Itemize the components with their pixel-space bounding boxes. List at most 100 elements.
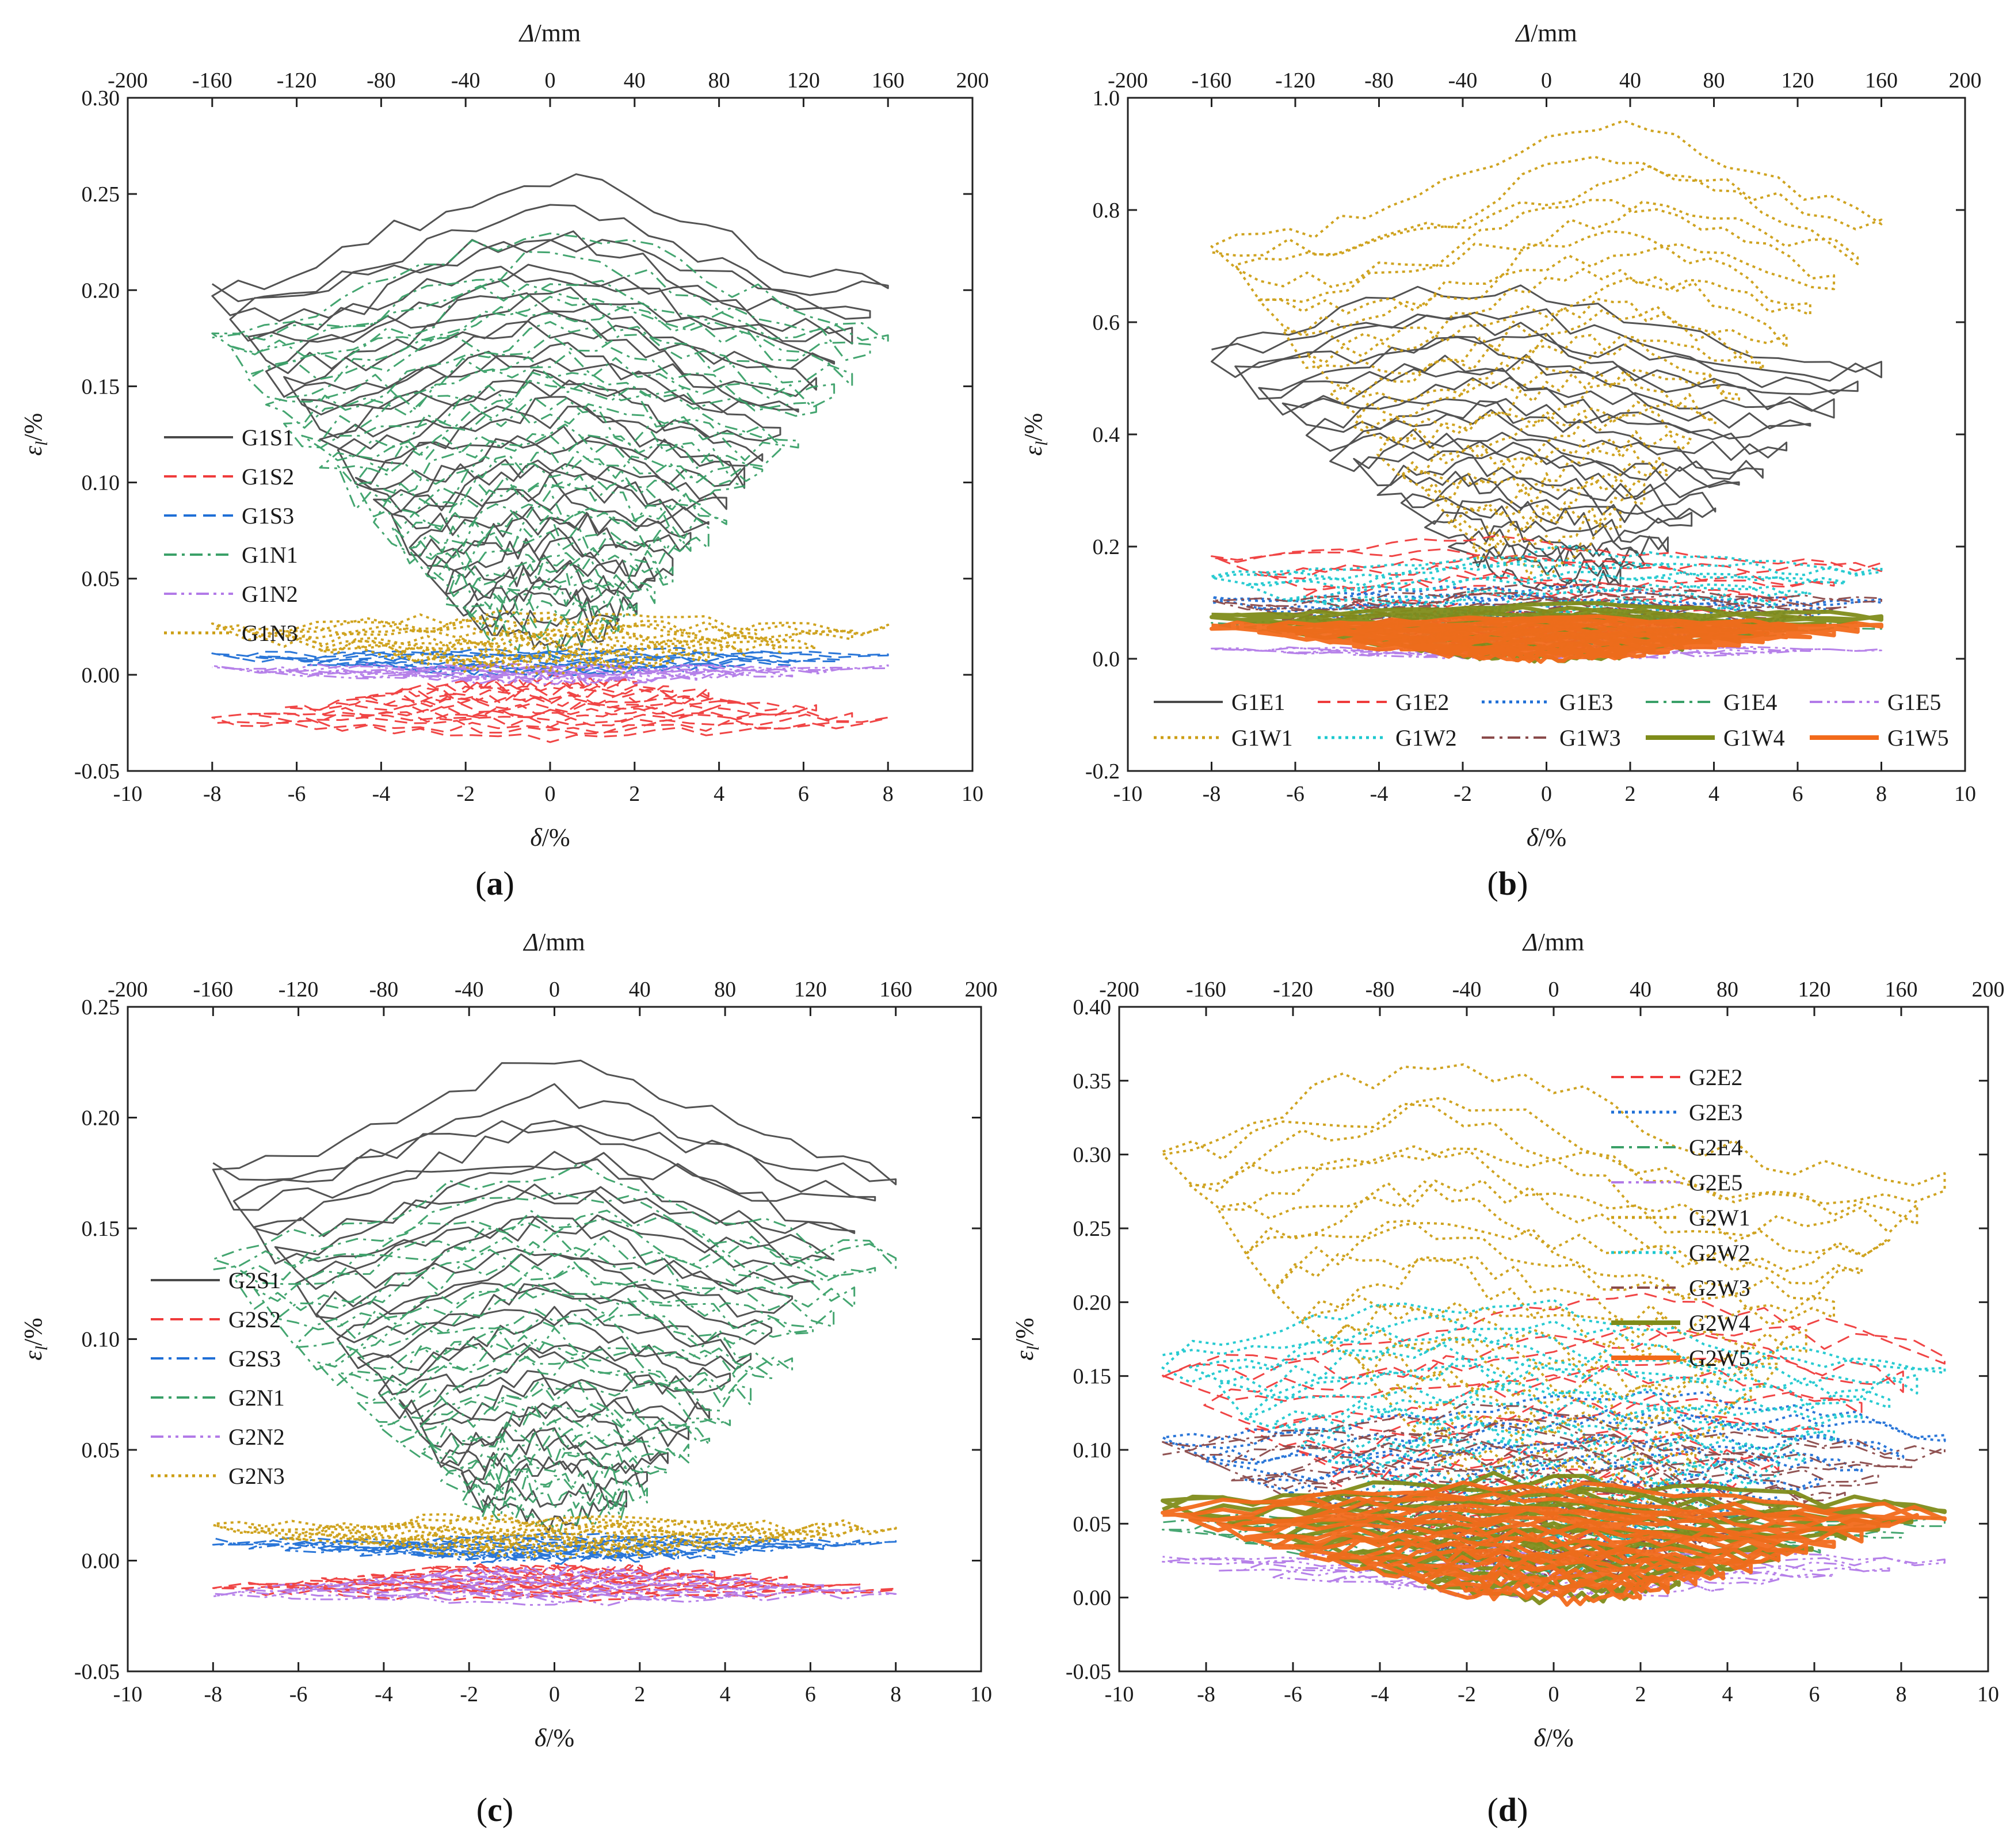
y-tick-label: 0.6 <box>1093 311 1120 335</box>
top-axis-label-main: Δ <box>1515 19 1531 47</box>
legend-label-G1S2: G1S2 <box>242 464 294 490</box>
chart-panel-a: -10 -8 -6 -4 -2 0 2 4 6 8 10 -200 -160 -120 -80 -40 0 40 8… <box>19 19 989 902</box>
chart-panel-c: -10 -8 -6 -4 -2 0 2 4 6 8 10 -200 -160 -120 -80 -40 0 40 8… <box>19 928 998 1828</box>
x-tick-label: 0 <box>545 782 556 806</box>
panel-label-d: (d) <box>1487 1791 1528 1828</box>
y-tick-label: -0.05 <box>74 759 120 784</box>
top-tick-label: 160 <box>872 68 905 93</box>
top-tick-label: -40 <box>1448 68 1478 93</box>
top-tick-label: -120 <box>277 68 317 93</box>
x-tick-label: -6 <box>289 1682 308 1706</box>
legend-label-G1E1: G1E1 <box>1231 689 1285 715</box>
series-line-G1N2 <box>211 663 889 686</box>
top-tick-label: 0 <box>549 978 560 1002</box>
y-tick-label: 0.25 <box>82 182 120 207</box>
chart-panel-d: -10 -8 -6 -4 -2 0 2 4 6 8 10 -200 -160 -120 -80 -40 0 40 8… <box>1010 928 2005 1828</box>
series-line-G2E2 <box>1162 1292 1946 1583</box>
x-tick-label: 4 <box>720 1682 731 1706</box>
x-tick-label: 6 <box>1809 1682 1820 1706</box>
legend-label-G2W5: G2W5 <box>1689 1345 1750 1371</box>
top-axis-label-main: Δ <box>518 19 535 47</box>
y-tick-label: 0.10 <box>82 471 120 495</box>
legend-label-G2E2: G2E2 <box>1689 1064 1742 1090</box>
legend-label-G1E3: G1E3 <box>1559 689 1613 715</box>
top-tick-label: -80 <box>1364 68 1394 93</box>
x-tick-label: 8 <box>1896 1682 1907 1706</box>
legend-label-G1W5: G1W5 <box>1887 725 1949 751</box>
legend-label-G2S2: G2S2 <box>228 1307 281 1332</box>
top-tick-label: 120 <box>787 68 820 93</box>
top-tick-label: -200 <box>108 978 148 1002</box>
x-tick-label: 6 <box>798 782 809 806</box>
top-tick-label: 120 <box>794 978 827 1002</box>
panel-label-close: ) <box>1517 1791 1528 1828</box>
panel-label-close: ) <box>502 1791 513 1828</box>
top-axis-label-c: Δ/mm <box>522 928 585 956</box>
top-tick-label: -120 <box>279 978 319 1002</box>
top-tick-label: 200 <box>1972 978 2005 1002</box>
legend-label-G2E4: G2E4 <box>1689 1135 1742 1160</box>
legend-label-G1S1: G1S1 <box>242 425 294 450</box>
legend-label-G1E5: G1E5 <box>1887 689 1941 715</box>
x-tick-label: -2 <box>456 782 475 806</box>
y-tick-label: 0.4 <box>1093 423 1120 447</box>
top-tick-label: -40 <box>455 978 484 1002</box>
top-axis-label-main: Δ <box>1522 928 1538 956</box>
y-tick-label: 1.0 <box>1093 86 1120 110</box>
top-tick-label: 40 <box>624 68 646 93</box>
top-tick-label: 80 <box>714 978 736 1002</box>
x-tick-label: 4 <box>1708 782 1719 806</box>
series-line-G1N3 <box>211 609 890 675</box>
y-tick-label: 0.0 <box>1093 647 1120 671</box>
y-axis-label-unit: /% <box>19 1318 47 1346</box>
legend-label-G2N1: G2N1 <box>228 1385 285 1411</box>
top-tick-label: 80 <box>708 68 730 93</box>
top-tick-label: 0 <box>1541 68 1552 93</box>
x-tick-label: 10 <box>1977 1682 1999 1706</box>
panel-label-letter: c <box>487 1791 502 1828</box>
y-tick-label: -0.05 <box>1066 1660 1111 1684</box>
x-tick-label: -6 <box>1286 782 1304 806</box>
top-tick-label: 200 <box>956 68 989 93</box>
y-tick-label: 0.00 <box>82 1549 120 1574</box>
panel-label-b: (b) <box>1487 865 1528 902</box>
y-axis-label-main: ε <box>1019 445 1047 456</box>
legend-label-G2S1: G2S1 <box>228 1267 281 1293</box>
top-axis-label-a: Δ/mm <box>518 19 581 47</box>
y-tick-label: 0.40 <box>1073 995 1112 1020</box>
series-line-G2W1 <box>1161 1063 1946 1560</box>
top-axis-label-d: Δ/mm <box>1522 928 1585 956</box>
y-tick-label: 0.10 <box>82 1328 120 1352</box>
x-tick-label: -8 <box>204 1682 222 1706</box>
top-axis-label-unit: /mm <box>1531 19 1577 47</box>
top-tick-label: -200 <box>108 68 148 93</box>
series-line-G2E5 <box>1162 1546 1946 1599</box>
legend-label-G1W1: G1W1 <box>1231 725 1293 751</box>
x-tick-label: -6 <box>288 782 306 806</box>
y-axis-label-c: εl/% <box>19 1318 51 1361</box>
panel-label-close: ) <box>504 865 514 902</box>
top-tick-label: 40 <box>629 978 651 1002</box>
x-tick-label: -4 <box>1370 782 1389 806</box>
legend-label-G1E2: G1E2 <box>1395 689 1449 715</box>
panel-label-a: (a) <box>475 865 514 902</box>
series-line-G1N1 <box>211 232 889 660</box>
y-axis-label-unit: /% <box>19 413 47 441</box>
top-tick-label: -120 <box>1275 68 1315 93</box>
y-tick-label: 0.2 <box>1093 535 1120 559</box>
plot-area-d <box>1161 1063 1947 1607</box>
x-axis-label-main: δ <box>1534 1724 1546 1752</box>
panel-label-open: ( <box>475 865 486 902</box>
y-tick-label: 0.05 <box>1073 1512 1112 1536</box>
x-tick-label: -4 <box>375 1682 393 1706</box>
legend-label-G1S3: G1S3 <box>242 503 294 529</box>
panel-label-open: ( <box>1487 865 1498 902</box>
panel-label-letter: b <box>1498 865 1517 902</box>
x-tick-label: 10 <box>962 782 983 806</box>
x-tick-label: 0 <box>1548 1682 1559 1706</box>
top-tick-label: 200 <box>965 978 998 1002</box>
x-tick-label: 0 <box>1541 782 1552 806</box>
legend-label-G2W1: G2W1 <box>1689 1205 1750 1231</box>
x-axis-label-main: δ <box>535 1724 547 1752</box>
y-axis-label-sub: l <box>1032 441 1051 446</box>
